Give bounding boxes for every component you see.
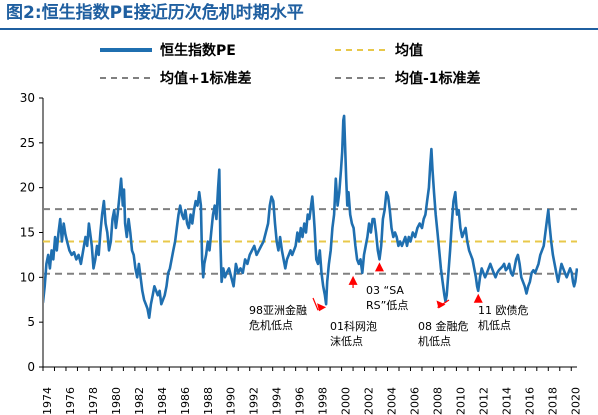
x-tick-label: 2006 bbox=[408, 387, 421, 415]
annotation-text: 03 “SA bbox=[366, 284, 404, 297]
legend: 恒生指数PE 均值均值+1标准差 均值-1标准差 bbox=[100, 42, 481, 87]
legend-label: 恒生指数PE bbox=[160, 42, 236, 59]
annotation-arrow-head bbox=[375, 262, 384, 271]
x-tick-label: 1980 bbox=[110, 387, 123, 415]
annotation-text: 01科网泡 bbox=[330, 319, 377, 333]
annotation-text: 11 欧债危 bbox=[478, 303, 529, 317]
annotation-text: 98亚洲金融 bbox=[249, 303, 307, 317]
axes: 0 5 10 15 20 25 30 1974 1976 1978 1980 1982 1984 1986… bbox=[20, 91, 583, 415]
annotation-text: 沫低点 bbox=[330, 335, 363, 348]
x-tick-label: 2002 bbox=[363, 387, 376, 415]
annotation-text: 机低点 bbox=[478, 318, 511, 332]
annotation: 03 “SA RS”低点 bbox=[366, 262, 408, 312]
x-tick-label: 2004 bbox=[386, 387, 399, 415]
y-tick-label: 25 bbox=[20, 136, 35, 150]
annotation-arrow-head bbox=[349, 276, 358, 285]
x-tick-label: 2018 bbox=[546, 387, 559, 415]
x-tick-label: 2014 bbox=[500, 387, 513, 415]
annotation-text: 危机低点 bbox=[249, 318, 293, 332]
x-tick-label: 1984 bbox=[156, 387, 169, 415]
x-tick-label: 2012 bbox=[477, 387, 490, 415]
annotation-text: RS”低点 bbox=[366, 299, 408, 312]
y-tick-label: 5 bbox=[27, 315, 35, 329]
x-tick-label: 1992 bbox=[248, 387, 261, 415]
annotation: 98亚洲金融危机低点 bbox=[249, 298, 326, 332]
x-tick-label: 1998 bbox=[317, 387, 330, 415]
legend-label: 均值-1标准差 bbox=[395, 70, 481, 87]
x-tick-label: 2020 bbox=[569, 387, 582, 415]
x-tick-label: 2010 bbox=[454, 387, 467, 415]
legend-label: 均值+1标准差 bbox=[160, 70, 251, 87]
x-tick-label: 1978 bbox=[87, 387, 100, 415]
x-tick-label: 2000 bbox=[340, 387, 353, 415]
x-tick-label: 1988 bbox=[202, 387, 215, 415]
annotation: 11 欧债危机低点 bbox=[474, 294, 529, 332]
annotation-text: 机低点 bbox=[418, 334, 451, 348]
annotation-text: 08 金融危 bbox=[418, 319, 469, 333]
x-tick-label: 1976 bbox=[64, 387, 77, 415]
x-tick-label: 2008 bbox=[431, 387, 444, 415]
y-tick-label: 10 bbox=[20, 270, 35, 284]
x-tick-label: 1974 bbox=[41, 387, 54, 415]
x-tick-label: 2016 bbox=[523, 387, 536, 415]
y-tick-label: 30 bbox=[20, 91, 35, 105]
y-tick-label: 0 bbox=[27, 360, 35, 374]
pe-series-line bbox=[32, 116, 578, 318]
y-tick-label: 20 bbox=[20, 181, 35, 195]
legend-label: 均值 bbox=[395, 42, 423, 59]
x-tick-label: 1996 bbox=[294, 387, 307, 415]
annotation: 08 金融危机低点 bbox=[418, 300, 469, 348]
series-layer bbox=[32, 116, 578, 318]
x-tick-label: 1990 bbox=[225, 387, 238, 415]
x-tick-label: 1986 bbox=[179, 387, 192, 415]
y-tick-label: 15 bbox=[20, 226, 35, 240]
x-tick-label: 1982 bbox=[133, 387, 146, 415]
annotation-arrow-head bbox=[474, 294, 483, 303]
x-tick-label: 1994 bbox=[271, 387, 284, 415]
